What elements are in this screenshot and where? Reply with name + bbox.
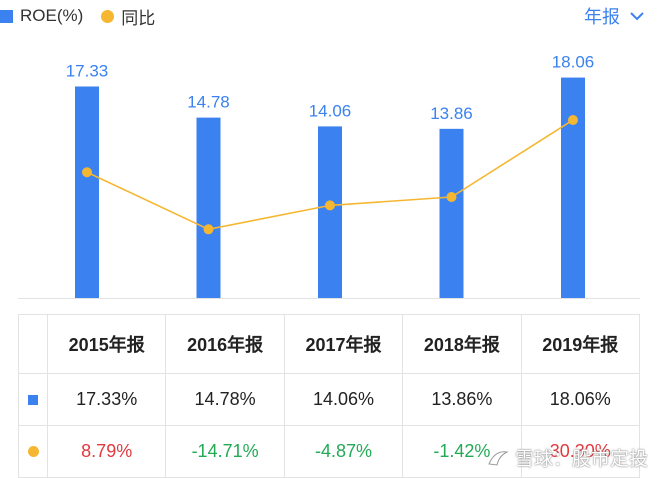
roe-legend-label: ROE(%) [20,6,84,25]
yoy-dot-icon [27,446,39,457]
yoy-cell: 30.30% [520,425,641,478]
roe-cell: 14.78% [165,373,285,426]
yoy-point [325,200,335,211]
snowball-logo-icon [488,450,509,466]
table-row-yoy: 8.79% -14.71% -4.87% -1.42% 30.30% [18,425,641,478]
roe-cell: 14.06% [283,373,404,426]
yoy-point [203,224,214,235]
roe-bar [318,126,342,298]
table-header-cell: 2017年报 [283,314,404,374]
yoy-row-marker [18,425,48,478]
yoy-legend-marker [101,9,115,23]
table-row-roe: 17.33% 14.78% 14.06% 13.86% 18.06% [18,373,641,426]
roe-bar-label: 18.06 [552,53,595,72]
yoy-point [568,114,578,125]
yoy-cell: -14.71% [165,425,285,478]
period-selector[interactable]: 年报 [584,3,644,29]
table-header-cell: 2018年报 [402,314,522,374]
table-header-row: 2015年报 2016年报 2017年报 2018年报 2019年报 [18,314,641,374]
roe-square-icon [28,395,38,405]
table-header-cell: 2016年报 [165,314,285,374]
roe-bar-label: 14.78 [187,93,230,112]
roe-bar [561,77,585,299]
yoy-cell: -4.87% [283,425,404,478]
roe-bar-label: 14.06 [309,101,352,120]
roe-legend-marker [0,9,13,23]
roe-chart: 17.33 14.78 14.06 13.86 18.06 [18,53,640,299]
roe-bar-label: 13.86 [430,104,473,123]
roe-bar [75,86,99,298]
yoy-cell: 8.79% [46,425,167,478]
roe-bar-label: 17.33 [66,61,109,80]
yoy-legend-label: 同比 [121,8,156,28]
data-table: 2015年报 2016年报 2017年报 2018年报 2019年报 17.33… [18,314,641,478]
yoy-point [446,192,457,203]
table-header-cell: 2015年报 [46,314,167,374]
period-selector-label: 年报 [584,7,620,27]
watermark-text: 雪球：股市定投 [514,449,648,470]
table-corner-cell [18,314,48,374]
legend: ROE(%) 同比 [0,4,155,28]
roe-bar [196,117,221,298]
roe-cell: 13.86% [402,373,522,426]
yoy-cell: -1.42% [402,425,522,478]
roe-bar [439,128,464,298]
table-header-cell: 2019年报 [520,314,641,374]
watermark: 雪球：股市定投 [487,444,648,471]
yoy-point [82,167,92,178]
roe-row-marker [18,373,48,426]
chevron-down-icon [630,11,644,20]
roe-cell: 18.06% [520,373,641,426]
roe-cell: 17.33% [46,373,167,426]
